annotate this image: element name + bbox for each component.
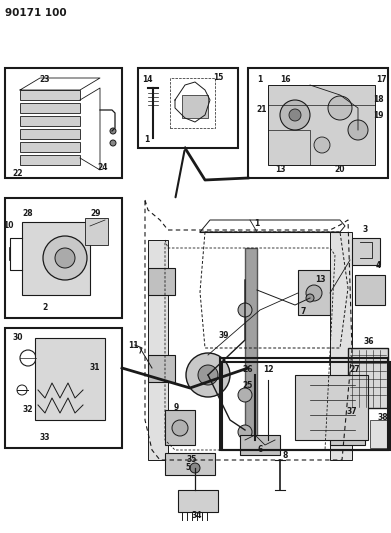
Text: 1: 1: [144, 135, 150, 144]
Circle shape: [186, 353, 230, 397]
Bar: [165, 453, 215, 475]
Text: 11: 11: [128, 341, 138, 350]
Text: 32: 32: [23, 406, 33, 415]
Text: 2: 2: [42, 303, 48, 312]
Text: 34: 34: [192, 512, 202, 521]
Circle shape: [306, 285, 322, 301]
Bar: [178, 490, 218, 512]
Text: 19: 19: [373, 110, 383, 119]
Circle shape: [238, 388, 252, 402]
Circle shape: [339, 420, 355, 436]
Text: 35: 35: [187, 456, 197, 464]
Circle shape: [172, 420, 188, 436]
Text: 36: 36: [364, 337, 374, 346]
Circle shape: [328, 96, 352, 120]
Text: 18: 18: [373, 95, 383, 104]
Text: 13: 13: [315, 276, 325, 285]
Text: 30: 30: [13, 333, 23, 342]
Text: 3: 3: [362, 225, 368, 235]
Text: 13: 13: [275, 166, 285, 174]
Text: 9: 9: [173, 403, 179, 413]
Bar: [240, 435, 280, 455]
Bar: [148, 240, 168, 460]
Text: 1: 1: [255, 220, 260, 229]
Bar: [355, 275, 385, 305]
Text: 21: 21: [257, 106, 267, 115]
Circle shape: [198, 365, 218, 385]
Circle shape: [238, 303, 252, 317]
Bar: [298, 270, 330, 315]
Bar: [352, 238, 380, 265]
Bar: [5, 198, 122, 318]
Bar: [20, 142, 80, 152]
Circle shape: [43, 236, 87, 280]
Bar: [222, 362, 390, 450]
Text: 38: 38: [378, 414, 388, 423]
Text: 15: 15: [213, 74, 223, 83]
Text: 20: 20: [335, 166, 345, 174]
Bar: [85, 218, 108, 245]
Text: 26: 26: [243, 366, 253, 375]
Text: 16: 16: [280, 76, 290, 85]
Circle shape: [190, 463, 200, 473]
Text: 24: 24: [98, 164, 108, 173]
Bar: [148, 355, 175, 382]
Text: 7: 7: [300, 308, 306, 317]
Bar: [330, 232, 352, 460]
Bar: [370, 420, 390, 448]
Bar: [165, 410, 195, 445]
Bar: [170, 78, 215, 128]
Bar: [35, 338, 105, 420]
Circle shape: [289, 109, 301, 121]
Bar: [20, 90, 80, 100]
Circle shape: [306, 294, 314, 302]
Bar: [20, 116, 80, 126]
Circle shape: [110, 140, 116, 146]
Bar: [268, 85, 375, 165]
Bar: [148, 268, 175, 295]
Text: 31: 31: [90, 364, 100, 373]
Text: 8: 8: [282, 451, 288, 461]
Text: 90171 100: 90171 100: [5, 8, 66, 18]
Text: 39: 39: [219, 330, 229, 340]
Bar: [5, 328, 122, 448]
Text: 12: 12: [263, 366, 273, 375]
Circle shape: [280, 100, 310, 130]
Text: 37: 37: [347, 408, 357, 416]
Text: 25: 25: [243, 381, 253, 390]
Text: 17: 17: [376, 76, 386, 85]
Text: 22: 22: [13, 168, 23, 177]
Text: 27: 27: [350, 366, 361, 375]
Text: 28: 28: [23, 208, 33, 217]
Text: 10: 10: [3, 222, 13, 230]
Bar: [182, 95, 208, 118]
Bar: [348, 348, 388, 408]
Bar: [295, 375, 368, 440]
Bar: [138, 68, 238, 148]
Bar: [20, 103, 80, 113]
Bar: [20, 129, 80, 139]
Bar: [245, 248, 257, 448]
Circle shape: [314, 137, 330, 153]
Circle shape: [110, 128, 116, 134]
Bar: [5, 68, 122, 178]
Bar: [330, 412, 365, 445]
Bar: [20, 155, 80, 165]
Text: 5: 5: [185, 464, 190, 472]
Bar: [220, 358, 388, 450]
Text: 1: 1: [257, 76, 263, 85]
Bar: [22, 222, 90, 295]
Text: 33: 33: [40, 433, 50, 442]
Circle shape: [55, 248, 75, 268]
Text: 29: 29: [91, 208, 101, 217]
Circle shape: [238, 425, 252, 439]
Text: 6: 6: [257, 446, 263, 455]
Text: 14: 14: [142, 76, 152, 85]
Text: 23: 23: [40, 76, 50, 85]
Circle shape: [348, 120, 368, 140]
Text: 4: 4: [375, 261, 380, 270]
Bar: [248, 68, 388, 178]
